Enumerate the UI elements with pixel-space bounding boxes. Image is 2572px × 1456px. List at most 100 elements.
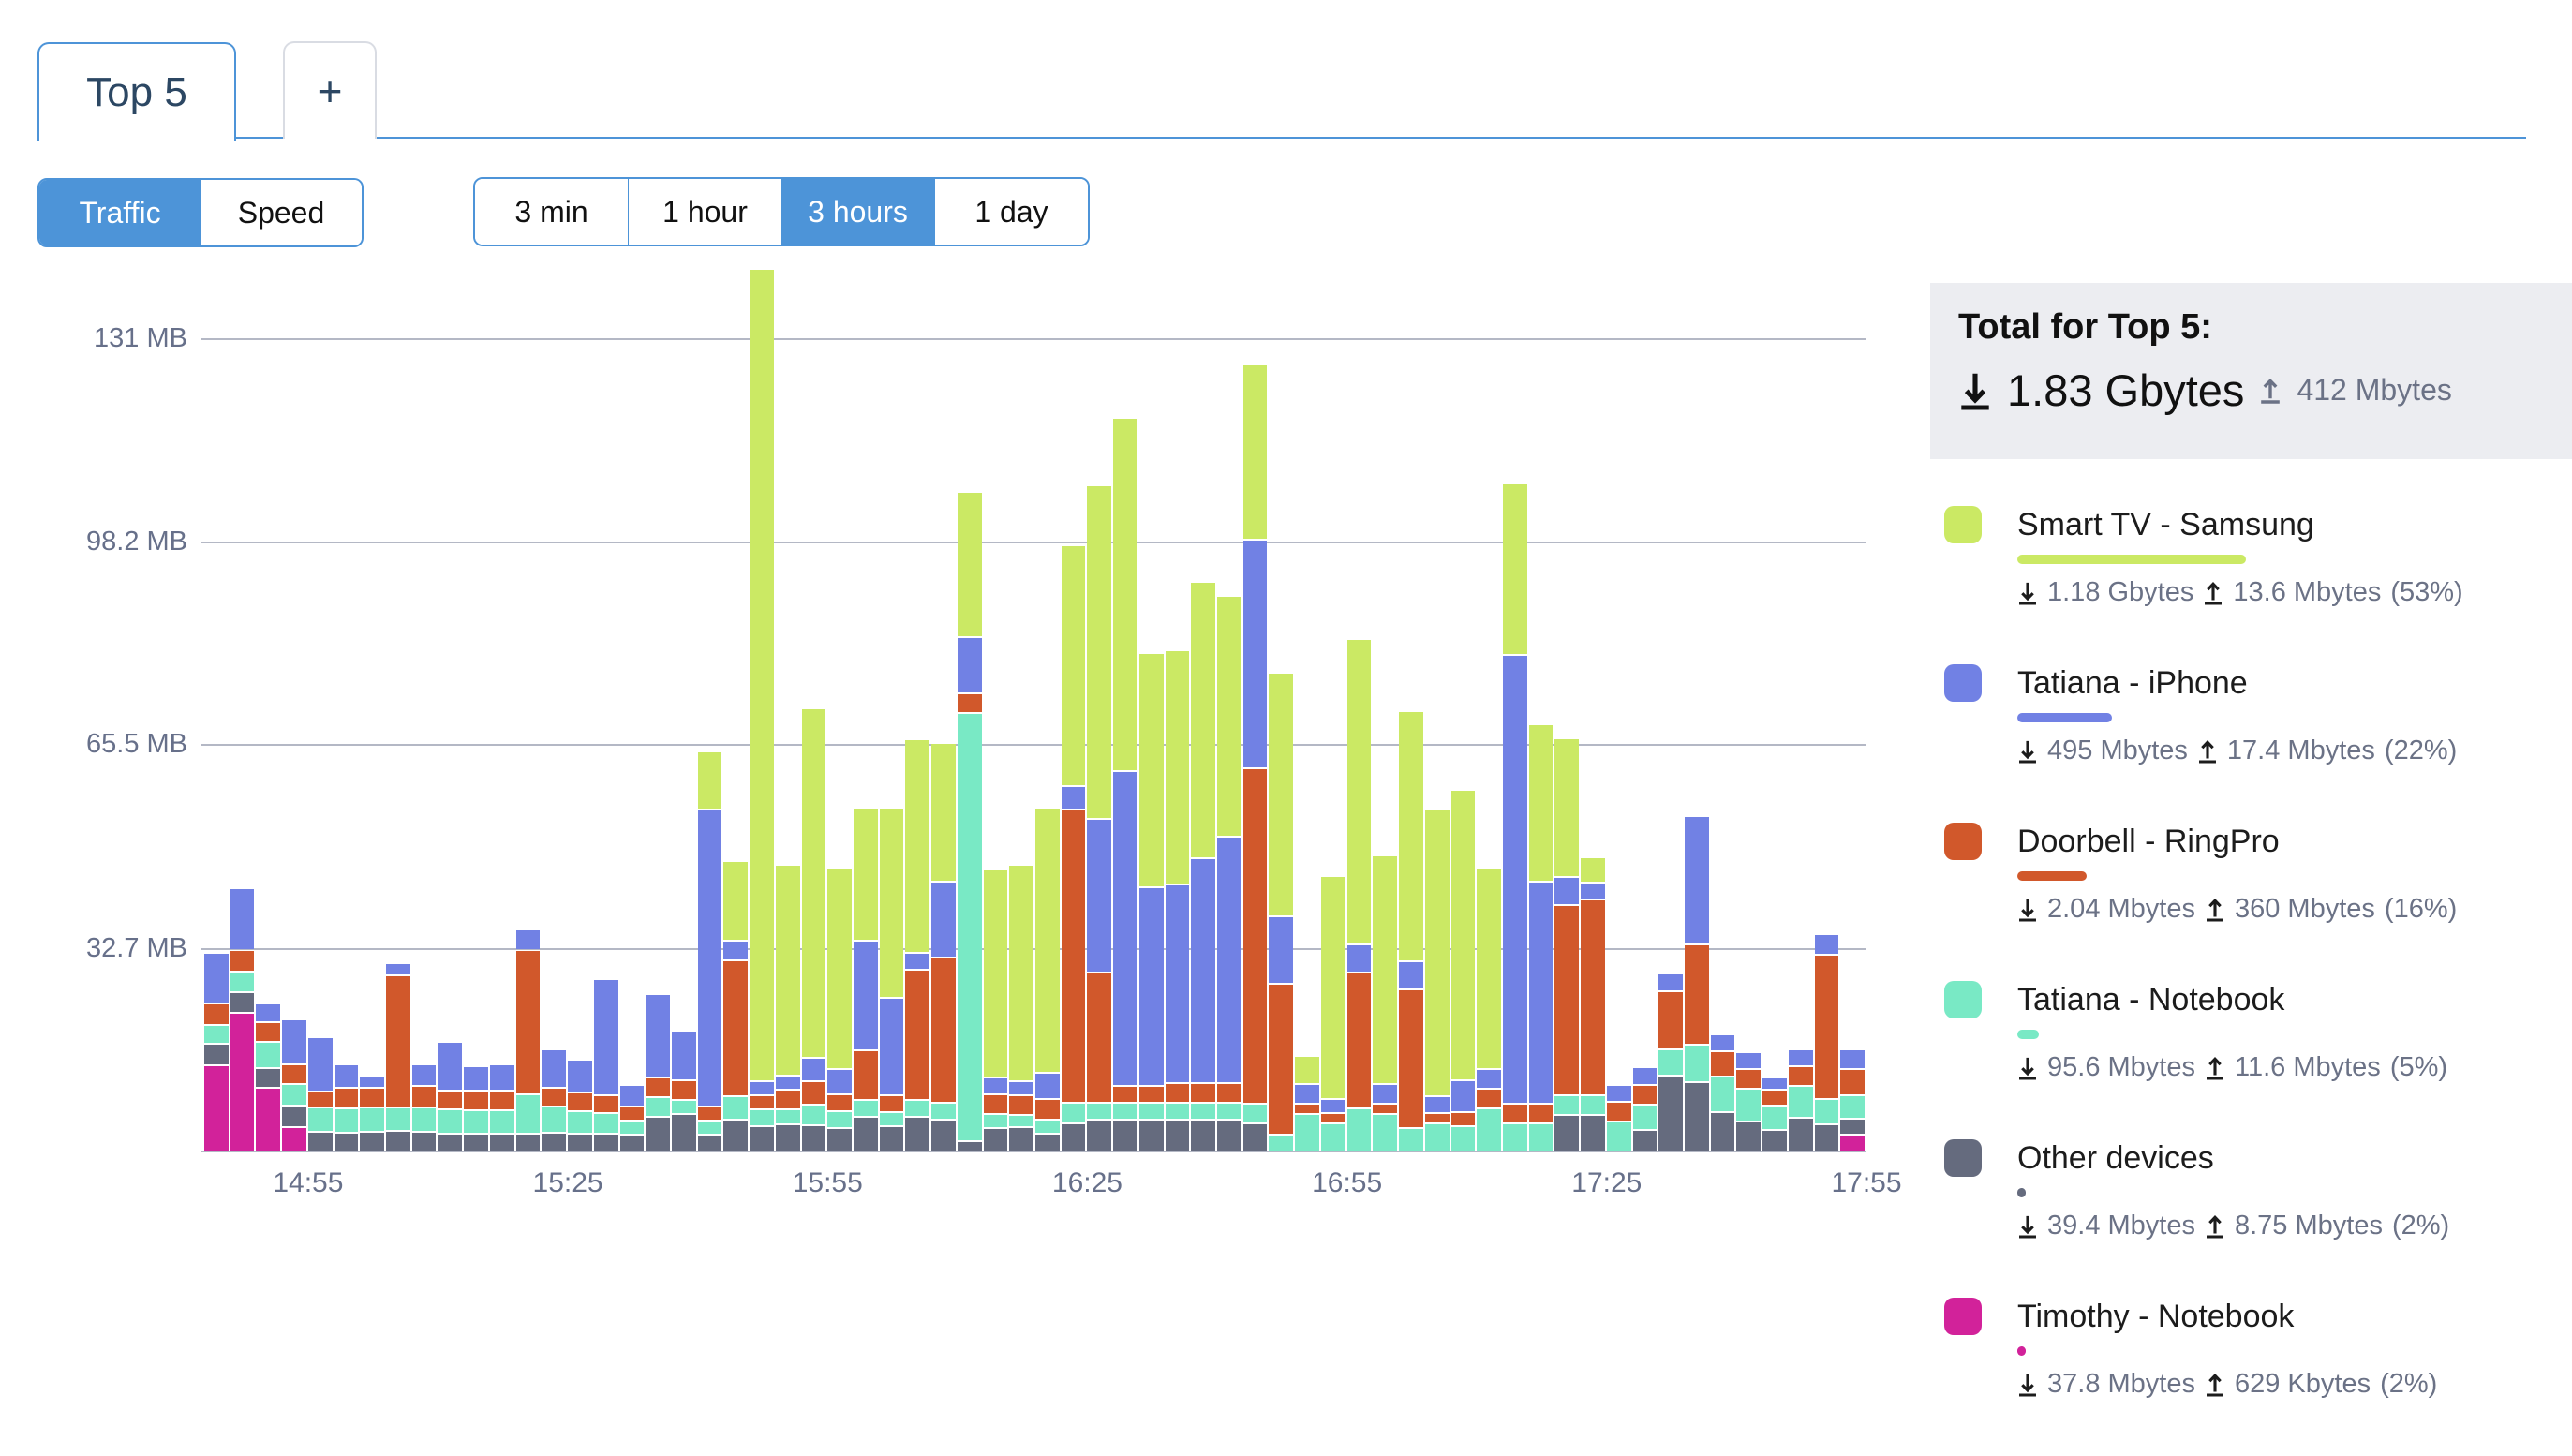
traffic-bar[interactable] [542, 265, 568, 1151]
traffic-bar[interactable] [1165, 265, 1192, 1151]
traffic-bar[interactable] [1632, 265, 1659, 1151]
traffic-bar[interactable] [307, 265, 335, 1151]
traffic-bar[interactable] [827, 265, 854, 1151]
bar-segment-iphone [723, 942, 749, 959]
bar-segment-notebook [1424, 1124, 1450, 1151]
bar-segment-notebook [1502, 1124, 1527, 1151]
legend-item-doorbell[interactable]: Doorbell - RingPro 2.04 Mbytes 360 Mbyte… [1944, 823, 2563, 925]
traffic-bar[interactable] [282, 265, 308, 1151]
bar-segment-notebook [411, 1108, 437, 1131]
traffic-bar[interactable] [1658, 265, 1685, 1151]
traffic-bar[interactable] [489, 265, 516, 1151]
traffic-bar[interactable] [983, 265, 1010, 1151]
traffic-bar[interactable] [1450, 265, 1478, 1151]
traffic-bar[interactable] [1113, 265, 1139, 1151]
traffic-bar[interactable] [1502, 265, 1529, 1151]
add-tab-button[interactable]: + [283, 41, 377, 139]
bar-segment-doorbell [1399, 990, 1423, 1127]
bar-segment-iphone [957, 638, 982, 692]
traffic-bar[interactable] [230, 265, 257, 1151]
traffic-bar[interactable] [1684, 265, 1711, 1151]
traffic-bar[interactable] [1710, 265, 1737, 1151]
traffic-bar[interactable] [1373, 265, 1399, 1151]
traffic-bar[interactable] [568, 265, 594, 1151]
bar-segment-doorbell [282, 1065, 306, 1083]
traffic-bar[interactable] [801, 265, 828, 1151]
traffic-bar[interactable] [750, 265, 776, 1151]
traffic-bar[interactable] [905, 265, 931, 1151]
traffic-bar[interactable] [1581, 265, 1607, 1151]
traffic-bar[interactable] [1606, 265, 1633, 1151]
tab-top5[interactable]: Top 5 [37, 42, 236, 141]
traffic-bar[interactable] [1477, 265, 1503, 1151]
legend-item-tatiana-iphone[interactable]: Tatiana - iPhone 495 Mbytes 17.4 Mbytes … [1944, 664, 2563, 766]
traffic-bar[interactable] [1346, 265, 1374, 1151]
traffic-bar[interactable] [723, 265, 750, 1151]
traffic-bar[interactable] [619, 265, 647, 1151]
traffic-bar[interactable] [204, 265, 230, 1151]
traffic-bar[interactable] [1424, 265, 1451, 1151]
traffic-bar[interactable] [1320, 265, 1347, 1151]
traffic-bar[interactable] [853, 265, 880, 1151]
traffic-bar[interactable] [697, 265, 724, 1151]
traffic-button[interactable]: Traffic [39, 180, 201, 245]
bar-segment-iphone [1477, 1070, 1501, 1088]
legend-item-timothy-notebook[interactable]: Timothy - Notebook 37.8 Mbytes 629 Kbyte… [1944, 1298, 2563, 1400]
bar-segment-iphone [1399, 962, 1423, 988]
traffic-bar[interactable] [1788, 265, 1815, 1151]
traffic-bar[interactable] [1035, 265, 1062, 1151]
traffic-bar[interactable] [1814, 265, 1841, 1151]
traffic-bar[interactable] [334, 265, 361, 1151]
traffic-bar[interactable] [1061, 265, 1088, 1151]
traffic-bar[interactable] [464, 265, 490, 1151]
share-bar [2017, 871, 2087, 881]
traffic-bar[interactable] [931, 265, 958, 1151]
bar-segment-other [464, 1135, 488, 1151]
range-3hours-button[interactable]: 3 hours [781, 179, 934, 245]
bar-segment-other [1191, 1121, 1216, 1151]
bar-segment-iphone [853, 942, 878, 1049]
traffic-bar[interactable] [1138, 265, 1166, 1151]
bar-segment-doorbell [1528, 1105, 1554, 1122]
traffic-bar[interactable] [1762, 265, 1789, 1151]
traffic-bar[interactable] [775, 265, 802, 1151]
traffic-bar[interactable] [1191, 265, 1217, 1151]
traffic-bar[interactable] [1087, 265, 1113, 1151]
legend-item-other-devices[interactable]: Other devices 39.4 Mbytes 8.75 Mbytes (2… [1944, 1139, 2563, 1241]
traffic-bar[interactable] [1736, 265, 1762, 1151]
legend-item-tatiana-notebook[interactable]: Tatiana - Notebook 95.6 Mbytes 11.6 Mbyt… [1944, 981, 2563, 1083]
traffic-bar[interactable] [671, 265, 698, 1151]
bar-segment-iphone [1061, 787, 1086, 809]
traffic-bar[interactable] [411, 265, 439, 1151]
traffic-bar[interactable] [1554, 265, 1581, 1151]
traffic-bar[interactable] [386, 265, 412, 1151]
bar-segment-other [1217, 1121, 1241, 1151]
traffic-bar[interactable] [646, 265, 672, 1151]
share-bar [2017, 555, 2246, 564]
traffic-bar[interactable] [1840, 265, 1866, 1151]
traffic-bar[interactable] [1528, 265, 1555, 1151]
bar-segment-iphone [827, 1070, 852, 1093]
range-1hour-button[interactable]: 1 hour [628, 179, 781, 245]
traffic-bar[interactable] [256, 265, 282, 1151]
traffic-bar[interactable] [879, 265, 906, 1151]
traffic-bar[interactable] [1009, 265, 1035, 1151]
traffic-bar[interactable] [1217, 265, 1243, 1151]
traffic-bar[interactable] [1399, 265, 1425, 1151]
traffic-bar[interactable] [438, 265, 464, 1151]
range-1day-button[interactable]: 1 day [934, 179, 1088, 245]
traffic-bar[interactable] [515, 265, 543, 1151]
traffic-bar[interactable] [360, 265, 386, 1151]
speed-button[interactable]: Speed [201, 180, 362, 245]
traffic-bar[interactable] [1242, 265, 1270, 1151]
device-stats: 2.04 Mbytes 360 Mbytes (16%) [2017, 894, 2457, 925]
range-3min-button[interactable]: 3 min [475, 179, 628, 245]
traffic-bar[interactable] [1295, 265, 1321, 1151]
traffic-bar[interactable] [1269, 265, 1295, 1151]
total-upload-value: 412 Mbytes [2297, 373, 2452, 407]
bar-segment-other [1658, 1077, 1683, 1151]
legend-item-smart-tv[interactable]: Smart TV - Samsung 1.18 Gbytes 13.6 Mbyt… [1944, 506, 2563, 608]
bar-segment-other [1087, 1121, 1112, 1151]
traffic-bar[interactable] [957, 265, 984, 1151]
traffic-bar[interactable] [593, 265, 620, 1151]
